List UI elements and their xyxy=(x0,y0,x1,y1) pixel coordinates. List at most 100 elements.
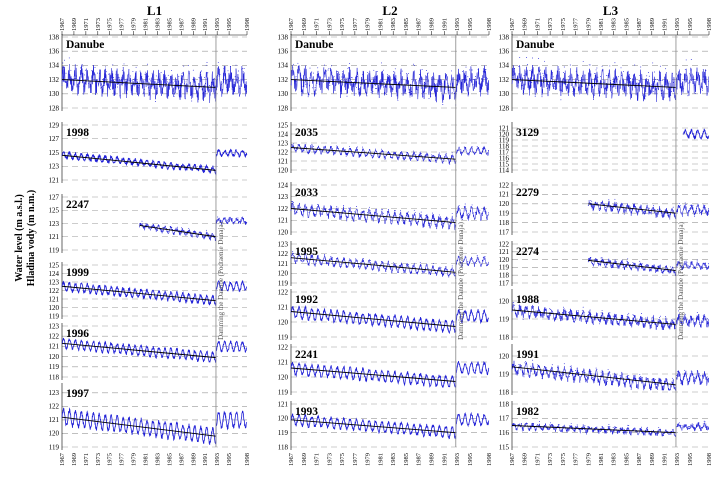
series-point xyxy=(458,82,460,84)
series-point xyxy=(307,153,309,155)
series-point xyxy=(301,259,303,260)
series-point xyxy=(359,217,361,219)
series-point xyxy=(450,160,451,162)
y-tick-label: 122 xyxy=(278,148,289,156)
series-point xyxy=(517,85,519,86)
series-point xyxy=(350,76,352,78)
series-point xyxy=(549,308,551,310)
trend-line xyxy=(511,425,676,434)
series-point xyxy=(451,92,453,94)
series-point xyxy=(242,216,244,218)
series-point xyxy=(111,79,113,81)
series-point xyxy=(376,265,378,267)
series-point xyxy=(337,209,339,211)
series-point xyxy=(325,150,327,152)
series-point xyxy=(373,69,375,71)
series-point xyxy=(460,88,462,90)
series-point xyxy=(134,83,135,85)
series-point xyxy=(117,86,119,88)
y-tick-label: 132 xyxy=(499,76,510,84)
series-point xyxy=(630,432,632,433)
series-point xyxy=(475,213,477,215)
panel-name-label: 2247 xyxy=(66,199,89,211)
series-point xyxy=(204,237,206,239)
series-point xyxy=(124,84,126,86)
series-point xyxy=(382,266,384,268)
series-point xyxy=(596,203,598,205)
series-point xyxy=(434,156,436,157)
series-point xyxy=(462,261,464,263)
trend-line xyxy=(511,309,676,325)
series-point xyxy=(671,266,673,268)
series-point xyxy=(569,366,571,368)
x-tick-label-bottom: 1971 xyxy=(314,453,321,466)
series-point xyxy=(702,375,703,377)
series-point xyxy=(213,79,214,80)
series-point xyxy=(410,223,412,225)
series-point xyxy=(632,429,634,431)
series-point xyxy=(616,427,618,428)
x-tick-label-bottom: 1977 xyxy=(119,452,126,466)
y-tick-label: 122 xyxy=(49,287,60,295)
series-point xyxy=(526,64,528,65)
series-point xyxy=(437,84,439,86)
series-point xyxy=(695,208,697,210)
series-point xyxy=(659,315,661,317)
series-point xyxy=(153,74,155,76)
series-point xyxy=(619,87,621,89)
series-point xyxy=(516,428,518,430)
series-point xyxy=(602,70,604,72)
x-tick-label-bottom: 1989 xyxy=(190,453,197,466)
series-point xyxy=(96,72,98,74)
x-tick-label-top: 1967 xyxy=(288,17,295,31)
series-point xyxy=(685,204,687,205)
series-point xyxy=(581,85,583,87)
series-point xyxy=(345,215,347,217)
series-point xyxy=(532,305,534,307)
series-point xyxy=(228,79,230,81)
series-point xyxy=(413,151,415,153)
y-tick-label: 121 xyxy=(49,416,60,424)
series-point xyxy=(139,226,141,228)
series-point xyxy=(627,258,629,260)
series-point xyxy=(540,315,542,317)
series-point xyxy=(460,262,462,264)
y-tick-label: 121 xyxy=(278,303,289,311)
x-tick-label-top: 1987 xyxy=(416,17,423,31)
series-point xyxy=(575,370,576,371)
series-point xyxy=(665,265,666,267)
series-point xyxy=(693,210,695,212)
series-point xyxy=(685,375,687,377)
series-point xyxy=(626,205,628,207)
series-point xyxy=(331,212,333,214)
series-point xyxy=(651,317,653,319)
series-point xyxy=(593,99,594,100)
series-point xyxy=(642,268,644,270)
series-point xyxy=(450,83,451,85)
y-tick-label: 118 xyxy=(499,142,510,150)
series-point xyxy=(666,324,668,326)
series-point xyxy=(487,152,489,154)
series-point xyxy=(401,154,403,155)
series-point xyxy=(685,59,687,61)
series-point xyxy=(668,326,670,328)
series-point xyxy=(415,220,417,222)
series-point xyxy=(640,264,642,265)
series-point xyxy=(110,79,112,81)
series-point xyxy=(597,76,599,78)
series-point xyxy=(189,229,190,231)
series-point xyxy=(623,89,625,91)
series-point xyxy=(437,221,439,223)
series-point xyxy=(562,312,564,314)
series-point xyxy=(477,207,479,209)
series-point xyxy=(637,385,639,387)
series-point xyxy=(99,72,101,74)
series-point xyxy=(113,77,115,79)
series-point xyxy=(164,227,166,229)
series-point xyxy=(321,150,323,152)
series-point xyxy=(692,373,694,375)
series-point xyxy=(387,73,389,75)
series-point xyxy=(572,91,574,93)
series-point xyxy=(317,204,319,206)
series-point xyxy=(439,84,441,86)
